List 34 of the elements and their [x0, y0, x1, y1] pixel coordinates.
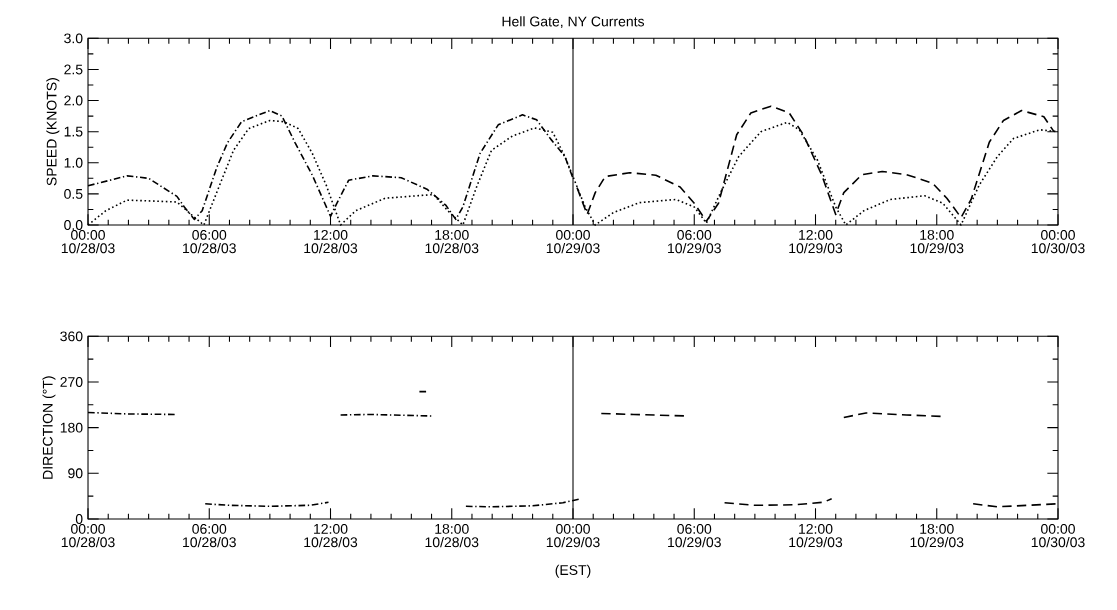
y-tick-label: 360 [60, 331, 83, 342]
x-tick-label: 18:00 10/28/03 [425, 229, 479, 254]
x-tick-label: 18:00 10/28/03 [425, 523, 479, 548]
x-tick-label: 18:00 10/29/03 [910, 523, 964, 548]
y-tick-label: 90 [68, 468, 83, 479]
y-tick-label: 0.5 [64, 188, 83, 199]
chart-title: Hell Gate, NY Currents [502, 16, 645, 29]
x-tick-label: 00:00 10/29/03 [546, 523, 600, 548]
x-tick-label: 12:00 10/28/03 [304, 523, 358, 548]
y-tick-label: 270 [60, 377, 83, 387]
y-tick-label: 1.5 [64, 126, 83, 137]
x-tick-label: 12:00 10/28/03 [304, 229, 358, 254]
x-tick-label: 00:00 10/29/03 [546, 229, 600, 254]
y-tick-label: 2.0 [64, 95, 83, 106]
x-tick-label: 12:00 10/29/03 [789, 229, 843, 254]
x-tick-label: 18:00 10/29/03 [910, 229, 964, 254]
y-axis-title: DIRECTION (°T) [42, 376, 56, 479]
x-tick-label: 12:00 10/29/03 [789, 523, 843, 548]
y-axis-title: SPEED (KNOTS) [46, 78, 60, 186]
y-tick-label: 0 [75, 514, 83, 524]
x-tick-label: 00:00 10/28/03 [61, 523, 115, 548]
x-tick-label: 00:00 10/30/03 [1031, 229, 1085, 254]
x-axis-title: (EST) [555, 564, 591, 578]
x-tick-label: 06:00 10/28/03 [183, 523, 236, 548]
y-tick-label: 0.0 [64, 220, 83, 230]
y-tick-label: 3.0 [64, 33, 83, 44]
y-tick-label: 180 [60, 422, 83, 433]
x-tick-label: 00:00 10/30/03 [1031, 523, 1085, 548]
x-tick-label: 06:00 10/28/03 [183, 229, 236, 254]
x-tick-label: 06:00 10/29/03 [668, 229, 721, 254]
x-tick-label: 06:00 10/29/03 [668, 523, 721, 548]
y-tick-label: 2.5 [64, 64, 83, 75]
y-tick-label: 1.0 [64, 157, 83, 168]
x-tick-label: 00:00 10/28/03 [61, 229, 115, 254]
